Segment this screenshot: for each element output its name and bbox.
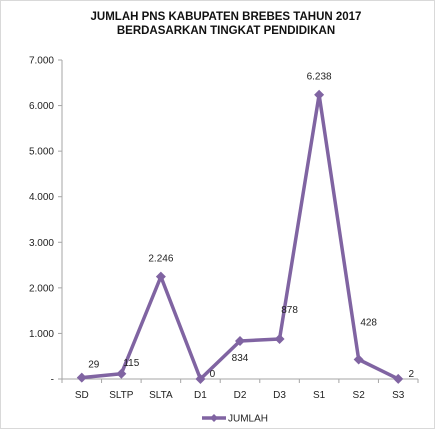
data-point-slta — [155, 271, 166, 282]
y-tick-label: 7.000 — [29, 56, 54, 67]
data-label-sd: 29 — [88, 360, 100, 371]
x-tick-label: SD — [75, 390, 89, 401]
data-label-s2: 428 — [360, 317, 377, 328]
data-label-d1: 0 — [210, 369, 216, 380]
data-label-slta: 2.246 — [148, 254, 173, 265]
series — [76, 89, 404, 384]
y-tick-label: - — [51, 375, 54, 386]
legend: JUMLAH — [202, 414, 268, 425]
y-tick-label: 6.000 — [29, 101, 54, 112]
data-label-s1: 6.238 — [307, 72, 332, 83]
chart-title-line-2: BERDASARKAN TINGKAT PENDIDIKAN — [117, 25, 335, 37]
legend-label-jumlah: JUMLAH — [228, 414, 268, 425]
y-tick-label: 2.000 — [29, 283, 54, 294]
y-axis-ticks: - 1.000 2.000 3.000 4.000 5.000 6.000 7.000 — [29, 56, 62, 386]
x-tick-label: S1 — [313, 390, 326, 401]
data-label-sltp: 115 — [123, 358, 139, 369]
axes — [61, 60, 418, 380]
chart-title-line-1: JUMLAH PNS KABUPATEN BREBES TAHUN 2017 — [91, 11, 362, 23]
y-tick-label: 4.000 — [29, 192, 54, 203]
data-point-d1 — [195, 374, 206, 384]
x-tick-label: D2 — [234, 390, 247, 401]
legend-swatch-marker — [210, 414, 218, 422]
y-tick-label: 5.000 — [29, 147, 54, 158]
x-tick-label: SLTA — [149, 390, 173, 401]
data-point-s3 — [393, 373, 404, 384]
data-label-d2: 834 — [232, 353, 249, 364]
x-tick-label: S3 — [392, 390, 405, 401]
x-tick-label: SLTP — [109, 390, 134, 401]
data-point-d3 — [274, 333, 285, 344]
data-point-sltp — [116, 368, 127, 379]
x-axis-ticks: SD SLTP SLTA D1 D2 D3 S1 S2 S3 — [61, 379, 419, 401]
data-point-s1 — [314, 89, 325, 100]
data-label-d3: 878 — [281, 305, 298, 316]
data-point-d2 — [235, 335, 245, 346]
x-tick-label: S2 — [353, 390, 366, 401]
x-tick-label: D1 — [194, 390, 207, 401]
y-tick-label: 3.000 — [29, 238, 54, 249]
data-point-sd — [76, 372, 87, 383]
chart-title: JUMLAH PNS KABUPATEN BREBES TAHUN 2017 BE… — [91, 11, 362, 37]
data-labels: 29 115 2.246 0 834 878 6.238 428 2 — [88, 72, 414, 380]
y-tick-label: 1.000 — [29, 329, 54, 340]
data-label-s3: 2 — [408, 369, 414, 380]
x-tick-label: D3 — [273, 390, 286, 401]
data-point-s2 — [353, 354, 364, 365]
